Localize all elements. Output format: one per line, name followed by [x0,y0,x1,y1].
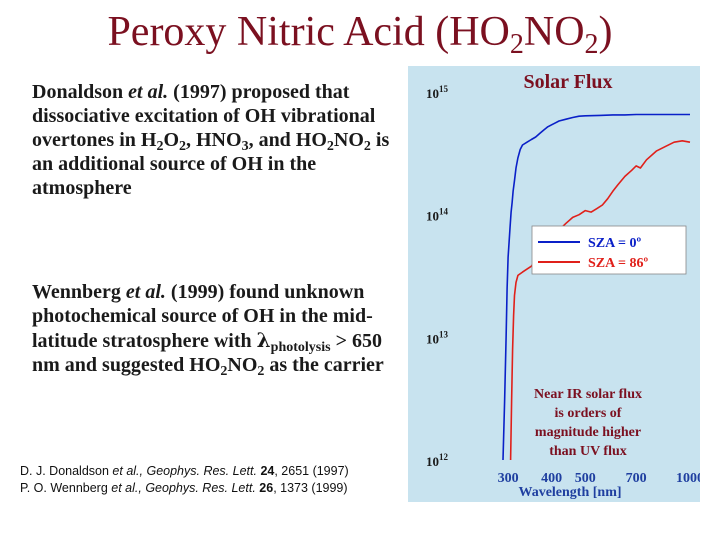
series-line-sza0 [502,113,690,461]
para1-sub: 2 [179,139,186,154]
para2-text: NO [227,354,258,376]
x-tick-label: 400 [541,471,562,486]
para1-text: , HNO [186,129,242,151]
solar-flux-chart: Solar Flux 1015 1014 1013 1012 300 400 500 700… [408,66,704,502]
para2-text: (1999) found unknown photochemical sourc… [32,281,373,352]
lambda-subscript: photolysis [270,340,331,355]
legend-box [531,225,687,275]
donaldson-paragraph: Donaldson et al. (1997) proposed that di… [32,80,392,200]
para2-etal: et al. [125,281,166,303]
reference-line: D. J. Donaldson et al., Geophys. Res. Le… [20,463,410,480]
chart-annotation: Near IR solar flux is orders of magnitude … [534,387,642,459]
x-axis-label: Wavelength [nm] [518,485,621,500]
ref-etal: et al. [111,481,139,495]
title-text-2: NO [523,9,585,55]
ref-authors: D. J. Donaldson [20,464,113,478]
y-tick-label: 1013 [426,329,449,346]
ref-rest: , 2651 (1997) [274,464,349,478]
ref-etal: et al. [112,464,140,478]
para1-etal: et al. [128,81,169,103]
title-subscript-1: 2 [509,29,524,60]
y-tick-label: 1014 [426,207,449,224]
y-tick-label: 1012 [426,452,449,469]
para1-sub: 2 [326,139,334,154]
x-tick-label: 1000 [676,471,700,486]
para1-text: NO [333,129,364,151]
legend-label: SZA = 0º [588,236,641,251]
title-subscript-2: 2 [584,29,599,60]
lambda-symbol: λ [256,328,271,352]
para2-text: > 650 nm and suggested HO [32,330,382,376]
para2-text: as the carrier [264,354,384,376]
series-lines [502,113,691,461]
title-text-1: Peroxy Nitric Acid (HO [107,9,510,55]
x-tick-label: 700 [626,471,647,486]
para1-sub: 2 [363,139,371,154]
para2-sub: 2 [257,364,265,379]
y-axis-ticks: 1015 1014 1013 1012 [426,84,449,469]
x-tick-label: 500 [575,471,596,486]
para1-sub: 2 [156,139,164,154]
ref-journal: , Geophys. Res. Lett. [139,464,261,478]
para1-sub: 3 [241,139,249,154]
x-tick-label: 300 [498,471,519,486]
ref-rest: , 1373 (1999) [273,481,348,495]
chart-legend: SZA = 0º SZA = 86º [531,225,687,275]
chart-title: Solar Flux [523,71,612,93]
para1-text: Donaldson [32,81,129,103]
slide-title: Peroxy Nitric Acid (HO2NO2) [0,6,720,60]
title-text-3: ) [598,9,613,55]
x-axis-ticks: 300 400 500 700 1000 [498,471,704,486]
y-tick-label: 1015 [426,84,449,101]
ref-volume: 26 [259,481,274,495]
reference-line: P. O. Wennberg et al., Geophys. Res. Let… [20,480,410,497]
para2-text: Wennberg [32,281,126,303]
solar-flux-svg: Solar Flux 1015 1014 1013 1012 300 400 500 700… [408,66,704,502]
para1-text: , and HO [248,129,327,151]
references: D. J. Donaldson et al., Geophys. Res. Le… [20,463,410,497]
chart-background [408,66,700,502]
para1-text: O [163,129,179,151]
legend-label: SZA = 86º [588,256,648,271]
para1-text: (1997) proposed that dissociative excita… [32,81,376,151]
ref-authors: P. O. Wennberg [20,481,112,495]
ref-journal: , Geophys. Res. Lett. [138,481,260,495]
series-line-sza86 [509,140,691,461]
wennberg-paragraph: Wennberg et al. (1999) found unknown pho… [32,280,392,379]
ref-volume: 24 [260,464,275,478]
para1-text: is an additional source of OH in the atm… [32,129,390,199]
para2-sub: 2 [220,364,228,379]
